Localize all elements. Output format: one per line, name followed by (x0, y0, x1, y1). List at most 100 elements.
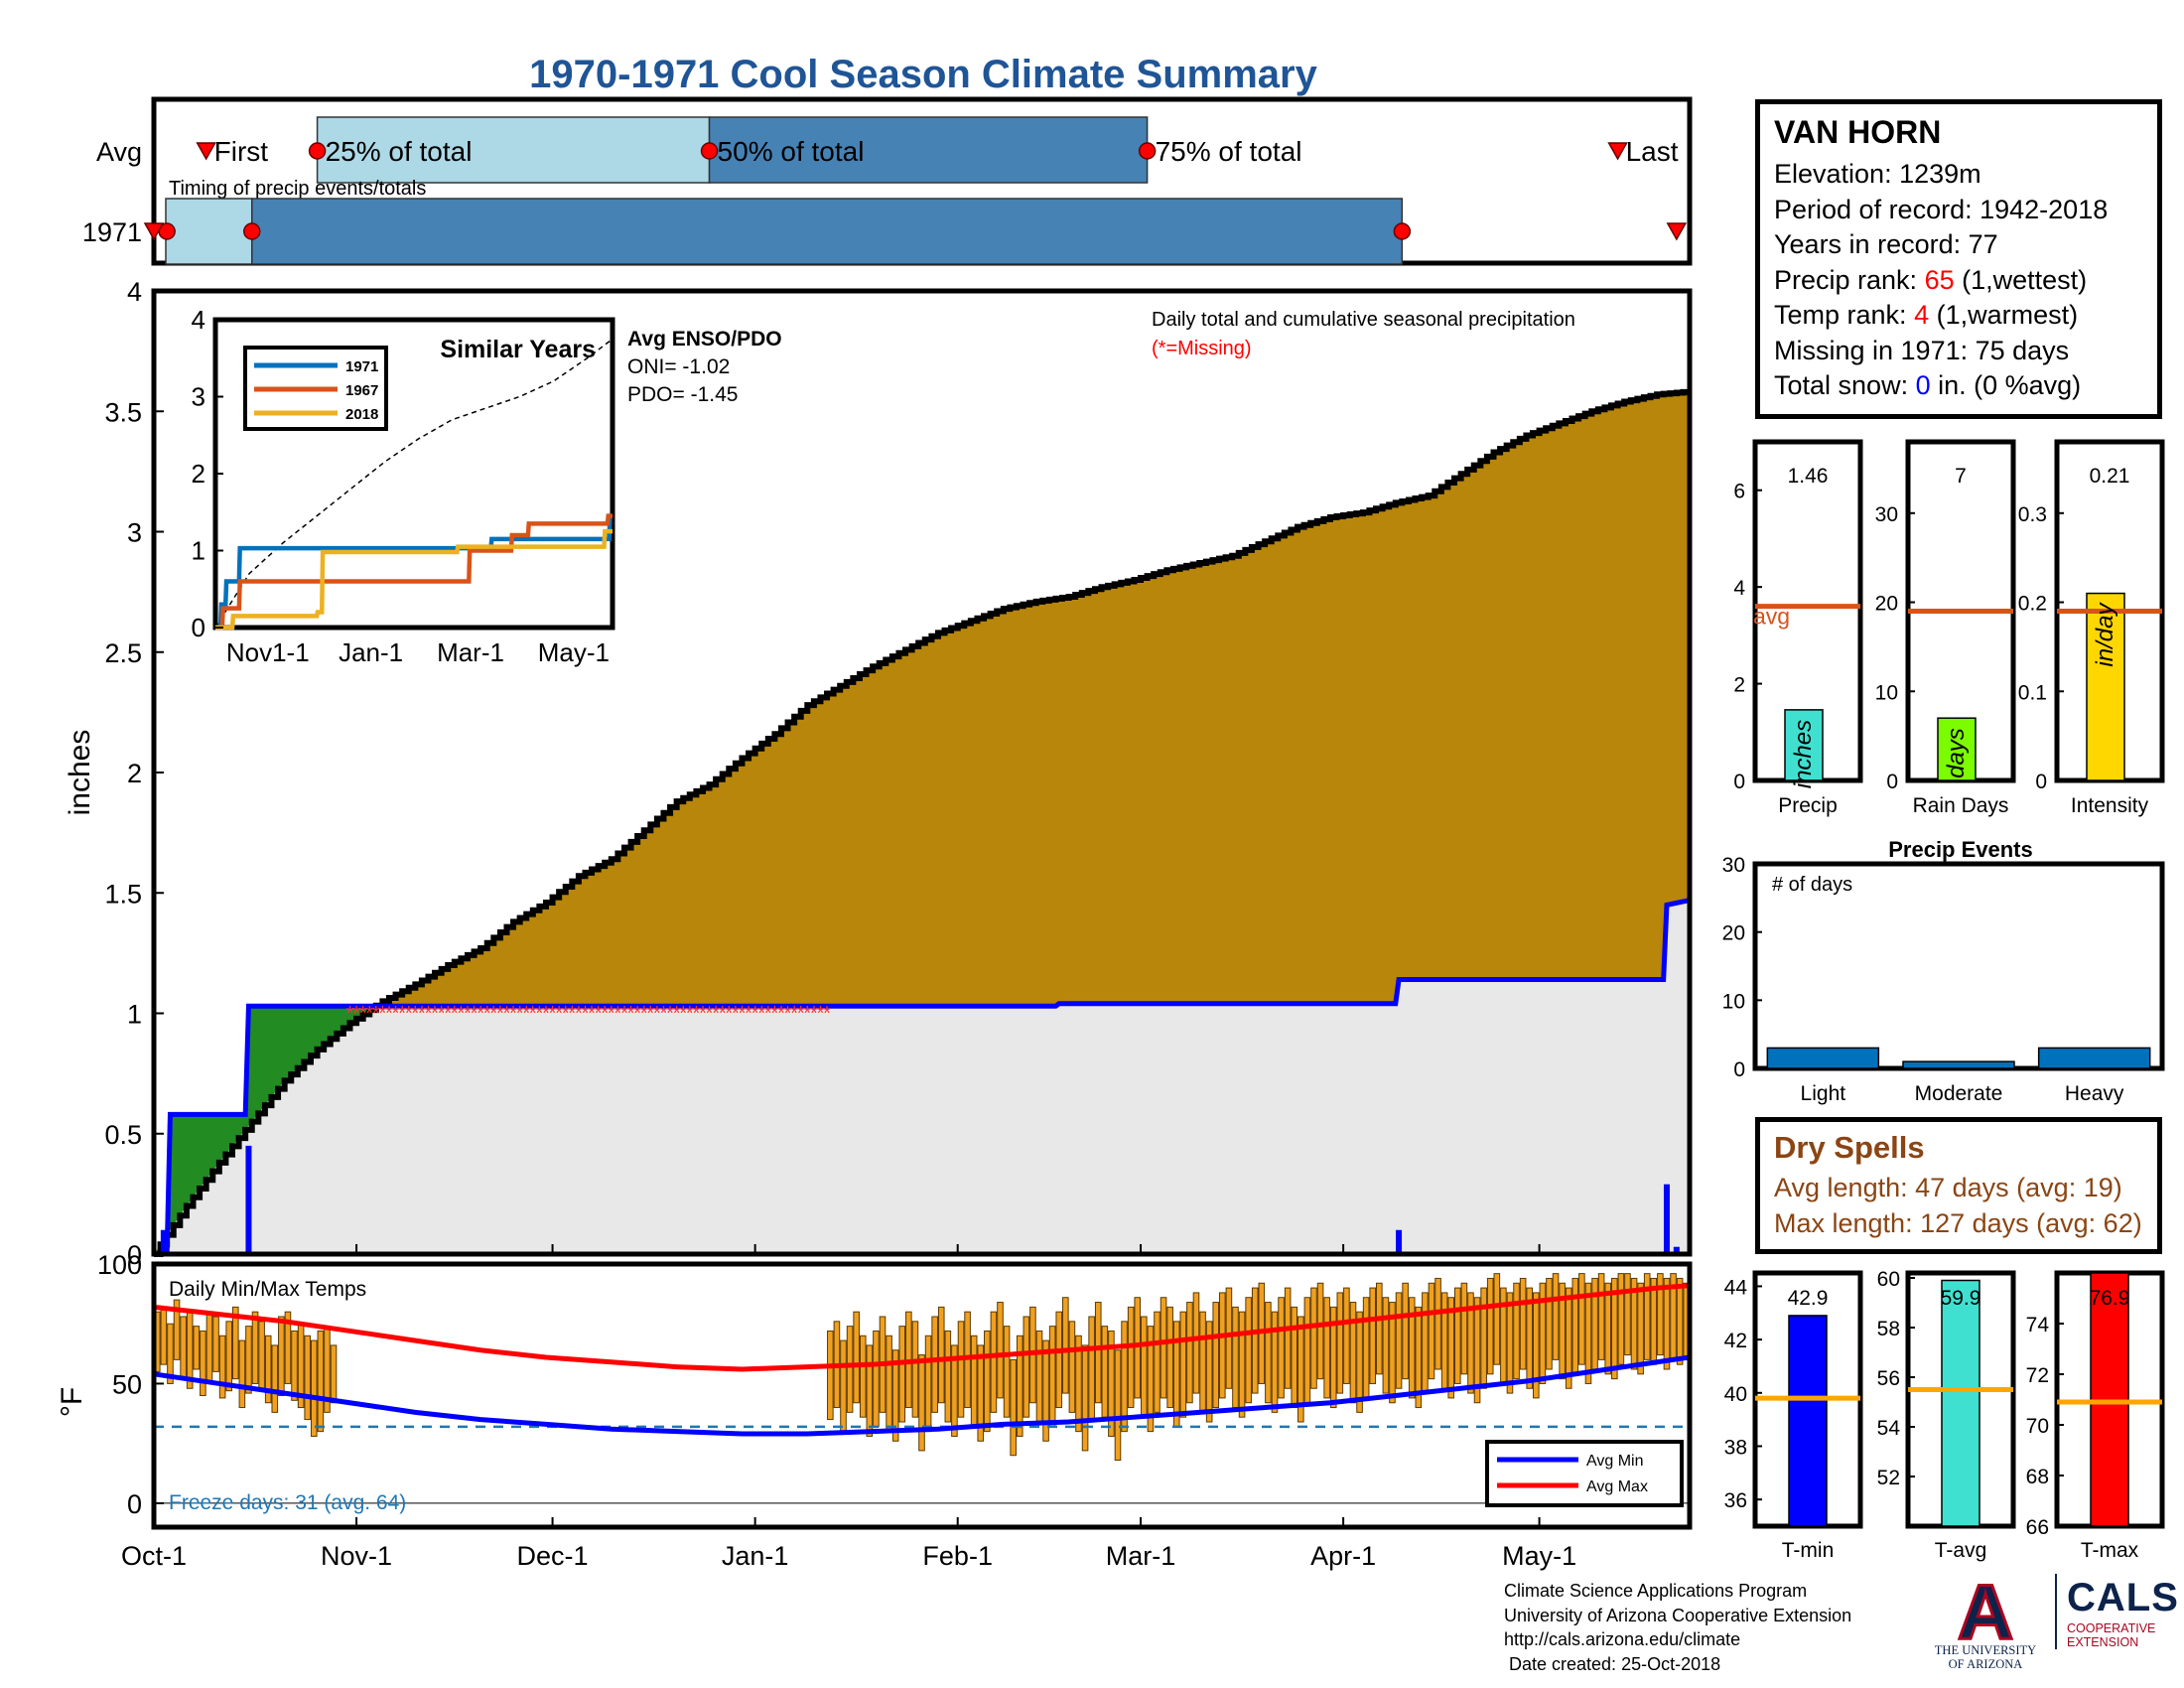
event-bar-heavy (2037, 1047, 2151, 1069)
daily-temp-range-bar (1422, 1292, 1429, 1394)
daily-temp-range-bar (931, 1316, 938, 1413)
avg-quantile-label: 50% of total (718, 136, 865, 167)
daily-temp-range-bar (1402, 1282, 1409, 1380)
daily-temp-range-bar (1533, 1292, 1540, 1399)
missing-marker: * (529, 1003, 537, 1025)
missing-marker: * (757, 1003, 765, 1025)
missing-marker: * (725, 1003, 733, 1025)
temp-ylabel: °F (56, 1387, 88, 1417)
below-cumulative-fill (154, 900, 1690, 1254)
missing-marker: * (646, 1003, 654, 1025)
intensity-ytick-label: 0.3 (2018, 503, 2047, 526)
daily-temp-range-bar (853, 1311, 860, 1404)
year-first-marker (143, 222, 165, 241)
missing-marker: * (653, 1003, 661, 1025)
daily-temp-range-bar (1663, 1277, 1671, 1370)
avg-min-line (153, 1354, 1691, 1437)
daily-temp-range-bar (1075, 1335, 1082, 1433)
missing-marker: * (620, 1003, 628, 1025)
main-ytick-label: 3.5 (104, 397, 142, 427)
daily-temp-range-bar (1232, 1306, 1239, 1409)
t-avg-ytick-label: 52 (1877, 1467, 1900, 1489)
daily-temp-range-bar (898, 1326, 906, 1423)
daily-temp-range-bar (1513, 1282, 1520, 1380)
temp-rank-prefix: Temp rank: (1774, 300, 1915, 330)
daily-temp-range-bar (1205, 1321, 1213, 1423)
rain-days-ytick-label: 20 (1875, 593, 1898, 616)
t-avg-ytick-label: 56 (1877, 1367, 1900, 1390)
daily-temp-range-bar (1552, 1273, 1560, 1360)
daily-temp-range-bar (1408, 1297, 1416, 1399)
main-ytick-label: 1.5 (104, 879, 142, 909)
missing-marker: * (372, 1003, 380, 1025)
avg-quantile-marker (308, 142, 327, 160)
daily-temp-range-bar (1154, 1311, 1160, 1413)
t-avg-xlabel: T-avg (1935, 1539, 1987, 1562)
main-ytick-label: 2.5 (104, 638, 142, 668)
year-row-label: 1971 (82, 217, 142, 247)
temp-plot-frame (151, 1261, 1693, 1530)
daily-temp-range-bar (284, 1311, 292, 1384)
daily-temp-range-bar (212, 1316, 219, 1372)
missing-marker: * (745, 1003, 752, 1025)
daily-temp-range-bar (291, 1330, 298, 1401)
daily-temp-range-bar (1271, 1311, 1279, 1413)
missing-marker: * (732, 1003, 740, 1025)
daily-temp-range-bar (1251, 1287, 1259, 1394)
daily-temp-range-bar (1428, 1282, 1435, 1380)
temp-rank-suffix: (1,warmest) (1929, 300, 2079, 330)
daily-temp-range-bar (859, 1335, 867, 1418)
precip-unit-label: inches (1790, 720, 1817, 788)
avg-quantile-label: 75% of total (1156, 136, 1302, 167)
daily-temp-range-bar (160, 1306, 168, 1365)
intensity-ytick-label: 0 (2035, 771, 2047, 793)
intensity-value-label: 0.21 (2090, 465, 2130, 488)
daily-temp-range-bar (1323, 1297, 1330, 1399)
precip-rank-value: 65 (1924, 264, 1955, 295)
x-axis-tick-label: May-1 (1502, 1541, 1576, 1571)
missing-marker: * (679, 1003, 687, 1025)
daily-temp-range-bar (1493, 1273, 1501, 1365)
daily-temp-range-bar (1624, 1273, 1631, 1356)
daily-temp-range-bar (997, 1302, 1004, 1399)
daily-temp-range-bar (1539, 1282, 1547, 1384)
missing-marker: * (392, 1003, 400, 1025)
daily-temp-range-bar (1088, 1316, 1095, 1423)
t-max-ytick-label: 66 (2026, 1516, 2049, 1539)
daily-temp-range-bar (1657, 1273, 1664, 1356)
main-ytick-label: 0.5 (104, 1120, 142, 1150)
daily-temp-range-bar (977, 1344, 985, 1442)
main-ytick-label: 0 (127, 1240, 142, 1270)
missing-marker: * (509, 1003, 517, 1025)
missing-marker: * (660, 1003, 668, 1025)
snow-suffix: in. (0 %avg) (1930, 370, 2082, 400)
daily-temp-range-bar (1147, 1326, 1155, 1433)
station-period: Period of record: 1942-2018 (1774, 194, 2109, 224)
daily-temp-range-bar (1389, 1302, 1396, 1404)
dry-spells-box: Dry Spells Avg length: 47 days (avg: 19)… (1755, 1117, 2162, 1254)
t-avg-ytick-label: 54 (1877, 1417, 1901, 1440)
daily-temp-range-bar (1212, 1302, 1220, 1409)
daily-temp-range-bar (970, 1335, 978, 1428)
event-bar-light (1766, 1047, 1880, 1069)
daily-temp-range-bar (1265, 1302, 1272, 1404)
daily-temp-range-bar (1382, 1297, 1390, 1394)
daily-temp-range-bar (1597, 1273, 1605, 1360)
intensity-xlabel: Intensity (2071, 794, 2149, 817)
daily-temp-range-bar (1310, 1287, 1317, 1389)
similar-ytick-label: 2 (192, 459, 205, 489)
t-min-value-label: 42.9 (1788, 1287, 1829, 1310)
daily-temp-range-bar (1291, 1306, 1298, 1409)
missing-marker: * (777, 1003, 785, 1025)
year-quantile-marker (242, 222, 261, 240)
intensity-unit-label: in/day (2092, 602, 2118, 667)
similar-xtick-label: Nov1-1 (226, 637, 310, 667)
daily-temp-range-bar (866, 1344, 874, 1437)
daily-temp-range-bar (937, 1306, 945, 1404)
similar-legend-label: 2018 (345, 406, 378, 423)
daily-temp-range-bar (1108, 1330, 1115, 1437)
missing-marker: * (549, 1003, 557, 1025)
daily-temp-range-bar (251, 1311, 259, 1384)
daily-temp-range-bar (1343, 1287, 1350, 1384)
daily-temp-range-bar (1278, 1297, 1285, 1399)
